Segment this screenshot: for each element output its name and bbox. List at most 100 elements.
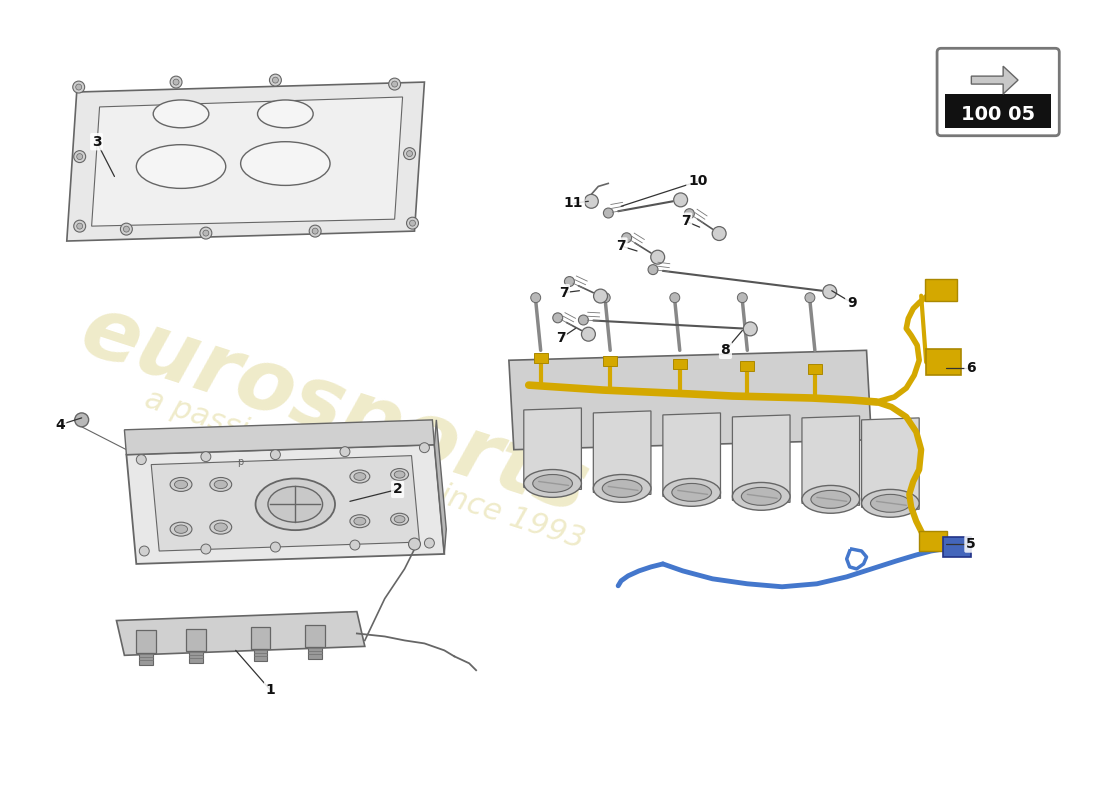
Ellipse shape [214, 480, 228, 489]
Polygon shape [136, 630, 156, 654]
Circle shape [404, 148, 416, 159]
Circle shape [77, 223, 82, 229]
Circle shape [200, 227, 212, 239]
Bar [534, 354, 548, 363]
Circle shape [419, 442, 429, 453]
Polygon shape [802, 416, 859, 506]
Circle shape [584, 194, 598, 208]
Ellipse shape [532, 474, 572, 492]
Bar [926, 350, 961, 375]
Circle shape [684, 209, 694, 218]
Polygon shape [509, 350, 871, 450]
Circle shape [270, 74, 282, 86]
Polygon shape [971, 66, 1018, 94]
Circle shape [425, 538, 435, 548]
Circle shape [805, 293, 815, 302]
Circle shape [744, 322, 757, 336]
Ellipse shape [170, 522, 192, 536]
Polygon shape [733, 415, 790, 502]
Ellipse shape [741, 487, 781, 506]
FancyBboxPatch shape [937, 48, 1059, 136]
Circle shape [271, 450, 281, 460]
Circle shape [392, 81, 397, 87]
Ellipse shape [153, 100, 209, 128]
Ellipse shape [870, 494, 910, 512]
Ellipse shape [524, 470, 582, 498]
Polygon shape [140, 654, 153, 666]
Text: a passion for parts since 1993: a passion for parts since 1993 [141, 385, 588, 554]
Ellipse shape [257, 100, 314, 128]
Circle shape [173, 79, 179, 85]
Circle shape [737, 293, 747, 302]
Circle shape [408, 538, 420, 550]
Circle shape [136, 454, 146, 465]
Text: 100 05: 100 05 [961, 105, 1035, 124]
Bar [920, 531, 947, 551]
Bar [673, 359, 686, 370]
Circle shape [601, 293, 610, 302]
Text: 8: 8 [720, 343, 730, 358]
Text: 7: 7 [616, 239, 626, 253]
Circle shape [140, 546, 150, 556]
Polygon shape [189, 651, 202, 663]
Bar [807, 364, 822, 374]
Ellipse shape [390, 469, 408, 481]
Circle shape [273, 77, 278, 83]
Ellipse shape [170, 478, 192, 491]
Polygon shape [434, 420, 447, 554]
Circle shape [407, 217, 418, 229]
Bar [943, 537, 971, 557]
Text: 9: 9 [847, 296, 857, 310]
Ellipse shape [214, 523, 228, 531]
Polygon shape [305, 625, 326, 647]
Circle shape [407, 150, 412, 157]
Polygon shape [308, 647, 322, 659]
Ellipse shape [268, 486, 322, 522]
Circle shape [309, 225, 321, 237]
Circle shape [823, 285, 837, 298]
Circle shape [582, 327, 595, 341]
Polygon shape [91, 97, 403, 226]
Ellipse shape [175, 480, 188, 489]
Circle shape [75, 413, 89, 427]
Circle shape [673, 193, 688, 207]
Circle shape [340, 446, 350, 457]
Text: 11: 11 [563, 196, 583, 210]
Text: 7: 7 [556, 331, 565, 346]
Circle shape [579, 315, 588, 325]
Ellipse shape [210, 520, 232, 534]
Polygon shape [524, 408, 582, 490]
Polygon shape [663, 413, 720, 498]
Circle shape [651, 250, 664, 264]
Circle shape [553, 313, 563, 323]
Circle shape [73, 81, 85, 93]
Ellipse shape [354, 518, 366, 525]
Circle shape [409, 220, 416, 226]
Bar [603, 356, 617, 366]
Circle shape [170, 76, 182, 88]
Ellipse shape [175, 525, 188, 534]
Bar [925, 278, 957, 301]
Polygon shape [186, 629, 206, 651]
Ellipse shape [241, 142, 330, 186]
Polygon shape [861, 418, 920, 510]
Polygon shape [117, 612, 365, 655]
Circle shape [201, 544, 211, 554]
Circle shape [77, 154, 82, 159]
Text: p: p [238, 457, 244, 466]
Text: 7: 7 [681, 214, 691, 228]
Ellipse shape [354, 473, 366, 480]
Polygon shape [124, 420, 435, 454]
Circle shape [74, 220, 86, 232]
Text: 6: 6 [966, 362, 976, 375]
Polygon shape [251, 626, 271, 650]
Circle shape [712, 226, 726, 241]
Ellipse shape [603, 479, 642, 498]
Circle shape [388, 78, 400, 90]
Polygon shape [67, 82, 425, 241]
Ellipse shape [136, 145, 226, 188]
Circle shape [123, 226, 130, 232]
Ellipse shape [733, 482, 790, 510]
Circle shape [76, 84, 81, 90]
Ellipse shape [210, 478, 232, 491]
